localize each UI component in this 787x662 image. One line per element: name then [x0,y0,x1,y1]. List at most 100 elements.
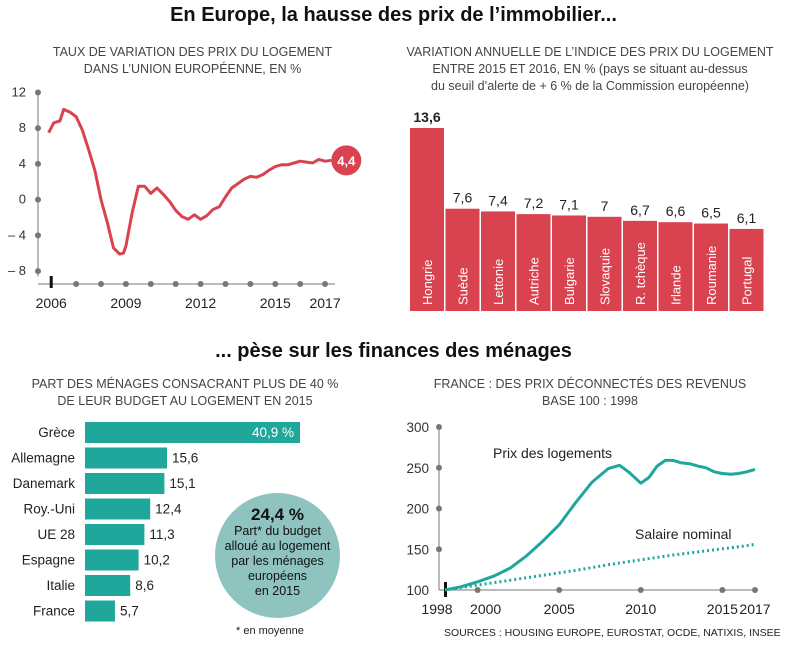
bar-category-label: Slovaquie [598,248,613,305]
y-tick-dot [436,464,442,471]
chart4-title: FRANCE : DES PRIX DÉCONNECTÉS DES REVENU… [400,376,780,410]
y-tick-label: 0 [19,192,26,207]
bar-value-label: 7,2 [524,195,544,211]
bar-category-label: UE 28 [37,527,75,542]
callout-line-3: par les ménages [231,554,324,568]
x-tick-label: 2012 [185,295,216,311]
x-tick-dot [98,281,105,287]
y-tick-label: 200 [406,502,429,517]
bar-value-label: 6,1 [737,210,757,226]
bar [85,473,165,494]
chart2-title-line2: ENTRE 2015 ET 2016, EN % (pays se situan… [432,62,748,76]
bar [445,208,480,311]
bar-category-label: Suède [456,267,471,305]
x-tick-dot [752,587,758,593]
house-price-series-label: Prix des logements [493,445,612,461]
y-tick-label: 4 [19,156,26,171]
bar [694,223,728,311]
callout-line-4: européens [247,569,308,583]
household-burden-bar-chart: Grèce 40,9 % Allemagne 15,6 Danemark 15,1 Roy.… [11,422,300,622]
y-tick-label: 100 [406,583,429,598]
x-tick-dot [637,587,644,593]
x-start-marker [49,276,53,288]
bar [587,216,622,311]
x-tick-dot [297,281,304,287]
x-tick-label: 2005 [544,601,575,617]
bar-category-label: Italie [46,578,75,593]
bar-category-label: Allemagne [11,451,75,466]
chart1-title-line1: TAUX DE VARIATION DES PRIX DU LOGEMENT [52,45,333,59]
bar-category-label: Irlande [669,265,684,305]
y-tick-dot [436,546,442,553]
bar-value-label: 8,6 [135,578,154,593]
eu-price-series-line [47,107,332,256]
callout-value: 24,4 % [251,505,304,524]
x-tick-label: 2009 [110,295,141,311]
bar [85,524,145,545]
bar-category-label: Roy.-Uni [23,502,75,517]
x-tick-dot [222,281,229,287]
house-price-series-line [444,458,756,592]
y-tick-label: 300 [406,420,429,435]
chart2-title-line3: du seuil d’alerte de + 6 % de la Commiss… [431,79,749,93]
bar-value-label: 12,4 [155,502,182,517]
last-value-badge [331,145,362,176]
x-tick-dot [197,281,204,287]
x-tick-dot [719,587,726,593]
chart2-title-line1: VARIATION ANNUELLE DE L’INDICE DES PRIX … [406,45,774,59]
chart1-title: TAUX DE VARIATION DES PRIX DU LOGEMENT D… [20,44,365,78]
wage-series-line [444,542,756,592]
bar-category-label: France [33,604,75,619]
x-tick-dot [122,281,129,287]
bar-value-label: 7,1 [559,196,579,212]
bar [729,228,764,311]
y-tick-dot [35,89,41,96]
annual-variation-bar-chart: 13,6 Hongrie 7,6 Suède 7,4 Lettonie 7,2 Autrich… [410,109,764,311]
bar-category-label: Hongrie [420,259,435,305]
x-tick-dot [556,587,563,593]
bar-category-label: Roumanie [704,246,719,305]
bar-category-label: Danemark [13,476,76,491]
bar [85,549,139,571]
x-tick-label: 2006 [36,295,67,311]
bar-value-label: 15,1 [169,476,195,491]
y-tick-label: 8 [19,120,26,135]
bar-value-label: 5,7 [120,604,139,619]
y-tick-dot [35,232,41,239]
last-value-label: 4,4 [337,153,356,168]
y-tick-dot [436,424,442,430]
x-tick-label: 2010 [625,601,656,617]
x-tick-dot [322,281,329,287]
y-tick-label: – 4 [8,227,26,242]
sources: SOURCES : HOUSING EUROPE, EUROSTAT, OCDE… [444,627,781,639]
y-tick-label: 12 [12,84,26,99]
chart2-title: VARIATION ANNUELLE DE L’INDICE DES PRIX … [400,44,780,95]
bar-category-label: Grèce [38,425,75,440]
bottom-title: ... pèse sur les finances des ménages [215,340,572,362]
chart1-title-line2: DANS L’UNION EUROPÉENNE, EN % [83,62,302,76]
callout-line-2: alloué au logement [224,539,331,553]
x-tick-label: 2017 [309,295,340,311]
x-tick-dot [247,281,254,287]
x-tick-dot [172,281,179,287]
y-tick-dot [35,196,41,203]
y-tick-label: 150 [406,542,429,557]
bar [85,498,151,520]
bar [481,211,515,311]
wage-series-label: Salaire nominal [635,526,732,542]
bar [552,215,586,311]
bar [623,220,657,311]
bar-value-label: 6,6 [666,203,686,219]
chart3-title-line2: DE LEUR BUDGET AU LOGEMENT EN 2015 [57,394,313,408]
callout-line-5: en 2015 [254,584,301,598]
bar-value-label: 15,6 [172,451,198,466]
bar [85,575,131,596]
bar-value-label: 6,7 [630,202,650,218]
bar-category-label: Portugal [740,256,755,305]
bar-category-label: Espagne [22,553,75,568]
bar-category-label: Bulgarie [562,257,577,305]
bar-value-label: 7 [601,198,609,214]
bar [85,447,168,469]
x-tick-label: 1998 [421,601,452,617]
callout-line-1: Part* du budget [234,524,321,538]
